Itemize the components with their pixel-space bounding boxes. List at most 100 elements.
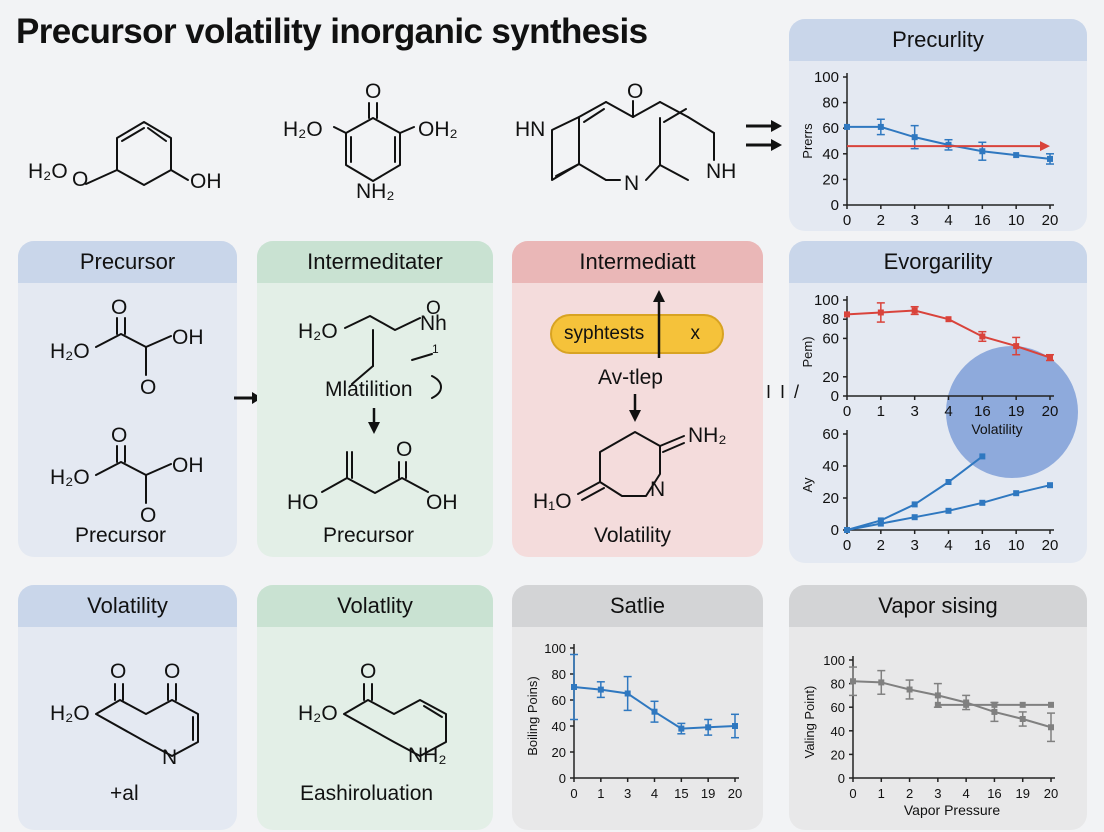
x-tick-label: 3 <box>910 212 918 229</box>
x-tick-label: 3 <box>910 537 918 554</box>
nh2-label: NH₂ <box>356 180 395 203</box>
x-tick-label: 1 <box>877 403 885 420</box>
y-tick-label: 60 <box>822 120 839 137</box>
y-tick-label: 40 <box>552 719 566 734</box>
syphtests-pill[interactable]: syphtests x <box>550 314 724 354</box>
x-tick-label: 20 <box>1042 537 1059 554</box>
data-point <box>1048 701 1054 708</box>
connector-mark: I I / <box>766 382 802 402</box>
y-tick-label: 20 <box>822 369 839 386</box>
data-point <box>878 679 885 686</box>
data-point <box>844 527 850 533</box>
data-point <box>934 701 941 708</box>
precursor-panel: Precursor <box>18 241 237 557</box>
o-label: O <box>426 298 441 319</box>
y-tick-label: 60 <box>831 700 845 715</box>
data-point <box>732 723 738 729</box>
x-tick-label: 2 <box>906 786 913 801</box>
y-tick-label: 0 <box>838 771 845 786</box>
o-label: O <box>72 168 89 191</box>
ring-n-label: N <box>162 746 178 769</box>
data-point <box>979 499 986 506</box>
y-tick-label: 80 <box>552 667 566 682</box>
y-tick-label: 0 <box>831 388 839 405</box>
pill-close[interactable]: x <box>690 323 701 344</box>
series-line <box>852 680 1052 729</box>
data-point <box>850 678 856 685</box>
y-tick-label: 0 <box>831 197 839 214</box>
panel-header: Intermediatt <box>512 241 763 283</box>
y-axis-label: Prerrs <box>800 123 815 159</box>
panel-header: Evorgarility <box>789 241 1087 283</box>
data-point <box>911 501 918 508</box>
x-axis-label: Vapor Pressure <box>904 802 1000 818</box>
panel-header: Satlie <box>512 585 763 627</box>
panel-header: Intermeditater <box>257 241 493 283</box>
carbonyl-o-label: O <box>396 438 413 461</box>
x-tick-label: 16 <box>974 212 991 229</box>
panel-caption: Precursor <box>75 524 167 547</box>
data-point <box>844 123 850 130</box>
data-point <box>991 701 998 708</box>
data-point <box>911 307 918 314</box>
y-tick-label: 20 <box>822 171 839 188</box>
panel-header: Volatlity <box>257 585 493 627</box>
x-tick-label: 0 <box>843 537 851 554</box>
data-point <box>979 148 986 155</box>
x-tick-label: 0 <box>570 786 577 801</box>
y-axis-label: Valing Point) <box>802 686 817 759</box>
data-point <box>979 333 986 340</box>
x-tick-label: 3 <box>624 786 631 801</box>
data-point <box>945 141 952 148</box>
data-point <box>945 479 952 485</box>
x-tick-label: 2 <box>877 537 885 554</box>
volatility-panel: Volatility <box>18 585 237 830</box>
data-point <box>1047 155 1053 162</box>
data-point <box>1013 152 1020 159</box>
av-step-label: Av-tlep <box>598 366 663 389</box>
y-axis-label: Pem) <box>800 336 815 367</box>
ketone-o-label: O <box>164 660 181 683</box>
mark-label: 1 <box>432 342 439 356</box>
satlie-panel: Satlie <box>512 585 763 830</box>
data-point <box>877 123 884 130</box>
data-point <box>1047 354 1053 361</box>
mlatilition-label: Mlatilition <box>325 378 413 401</box>
x-tick-label: 16 <box>974 403 991 420</box>
y-tick-label: 80 <box>822 311 839 328</box>
x-tick-label: 2 <box>877 212 885 229</box>
y-tick-label: 20 <box>822 490 839 507</box>
x-tick-label: 10 <box>1008 537 1025 554</box>
o-label: O <box>140 504 157 527</box>
data-point <box>705 724 712 731</box>
series-arrowhead <box>1040 141 1050 152</box>
y-tick-label: 40 <box>822 146 839 163</box>
panel-header: Vapor sising <box>789 585 1087 627</box>
nh2-label: NH₂ <box>408 744 447 767</box>
y-axis-label: Boiling Poins) <box>525 676 540 756</box>
data-point <box>624 690 631 697</box>
carbonyl-o-label: O <box>111 296 128 319</box>
x-tick-label: 20 <box>1042 403 1059 420</box>
x-tick-label: 0 <box>849 786 856 801</box>
carbonyl-o-label: O <box>360 660 377 683</box>
data-point <box>877 517 884 524</box>
h2o-label: H₂O <box>298 702 338 725</box>
data-point <box>844 311 850 318</box>
pill-label: syphtests <box>564 323 645 344</box>
data-point <box>911 514 918 521</box>
oh-label: OH <box>426 491 458 514</box>
x-tick-label: 15 <box>674 786 688 801</box>
y-tick-label: 0 <box>831 522 839 539</box>
volatlity-panel: Volatlity <box>257 585 493 830</box>
series-line <box>846 484 1051 531</box>
